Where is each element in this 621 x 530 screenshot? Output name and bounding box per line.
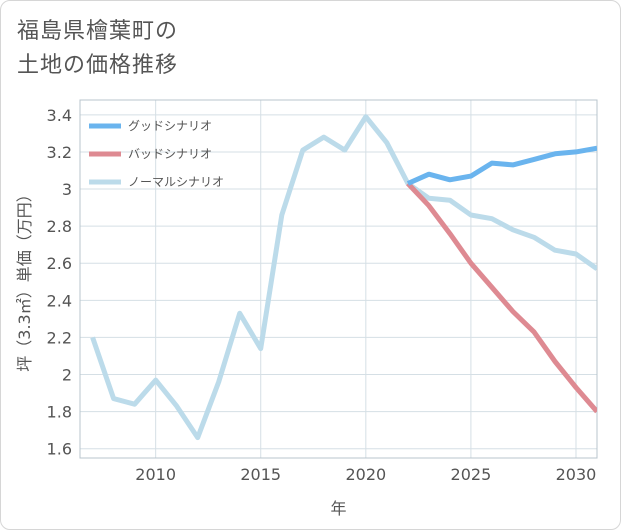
y-tick-label: 2.6 [47,254,72,273]
title-line-1: 福島県檜葉町の [17,19,179,44]
x-tick-label: 2025 [451,465,492,484]
legend-label-1: バッドシナリオ [128,147,212,161]
grid-lines [80,100,597,458]
x-tick-label: 2020 [345,465,386,484]
series-line-2 [90,114,597,441]
legend-label-0: グッドシナリオ [128,119,212,133]
plot-frame [79,99,598,459]
y-tick-label: 2.8 [47,217,72,236]
legend-label-2: ノーマルシナリオ [128,175,224,189]
chart-title: 福島県檜葉町の 土地の価格推移 [17,15,178,83]
x-tick-label: 2010 [135,465,176,484]
series-line-1 [406,181,597,414]
x-tick-label: 2015 [240,465,281,484]
y-axis-label: 坪（3.3㎡）単価（万円） [15,186,34,371]
y-tick-label: 3 [62,180,72,199]
x-axis-ticks: 2010 2015 2020 2025 2030 [135,465,596,484]
y-tick-label: 2 [62,366,72,385]
y-tick-label: 2.4 [47,291,72,310]
y-tick-label: 2.2 [47,328,72,347]
x-tick-label: 2030 [556,465,597,484]
y-tick-label: 1.8 [47,403,72,422]
y-tick-label: 1.6 [47,440,72,459]
x-axis-label: 年 [330,499,346,518]
series-lines [90,114,597,441]
title-line-2: 土地の価格推移 [17,53,179,78]
y-axis-ticks: 1.6 1.8 2 2.2 2.4 2.6 2.8 3 3.2 3.4 [47,106,72,459]
y-tick-label: 3.2 [47,143,72,162]
series-line-0 [406,145,597,186]
y-tick-label: 3.4 [47,106,72,125]
